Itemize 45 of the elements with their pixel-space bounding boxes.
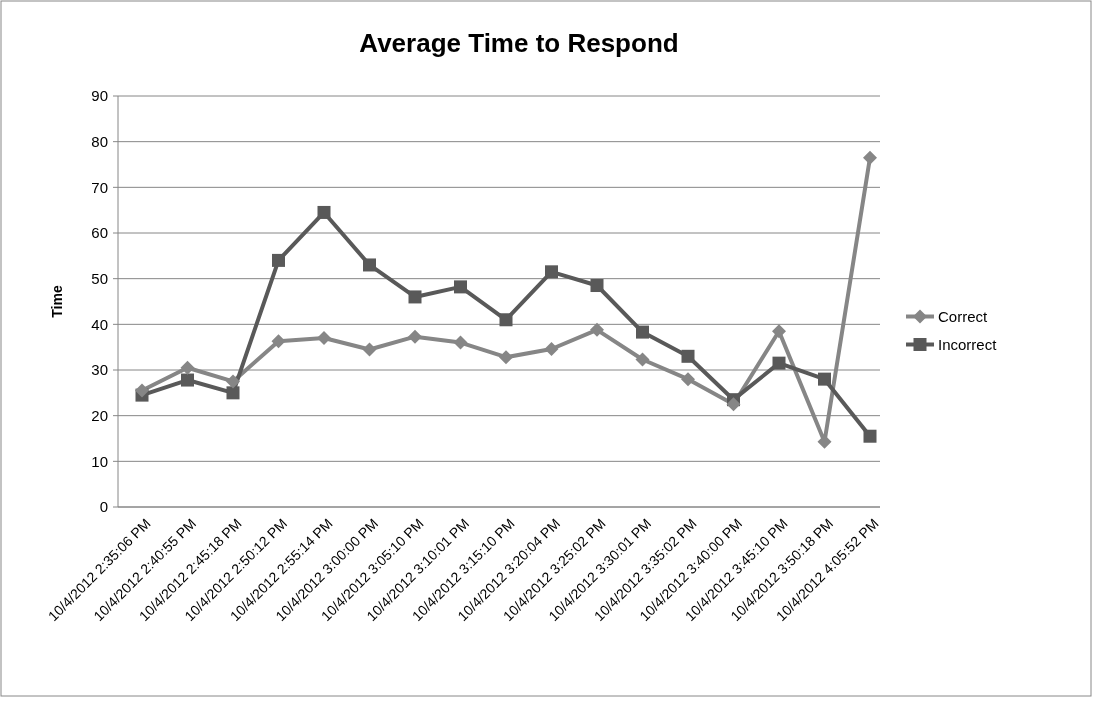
point bbox=[408, 329, 422, 344]
point bbox=[863, 429, 877, 443]
point bbox=[181, 373, 194, 387]
legend-label: Incorrect bbox=[938, 335, 998, 353]
point bbox=[454, 280, 467, 294]
point bbox=[544, 341, 559, 356]
point bbox=[135, 383, 149, 398]
point bbox=[681, 349, 695, 363]
point bbox=[180, 360, 195, 375]
y-tick-label: 30 bbox=[91, 361, 108, 379]
point bbox=[272, 253, 285, 267]
point bbox=[818, 372, 831, 386]
y-tick-label: 50 bbox=[91, 269, 108, 287]
y-tick-label: 40 bbox=[91, 315, 108, 333]
point bbox=[362, 342, 377, 357]
y-tick-label: 70 bbox=[91, 178, 108, 196]
point bbox=[772, 356, 786, 370]
chart-title: Average Time to Respond bbox=[359, 28, 679, 58]
point bbox=[772, 324, 786, 339]
y-tick-label: 20 bbox=[91, 406, 108, 424]
point bbox=[726, 397, 741, 412]
point bbox=[590, 279, 604, 293]
point bbox=[590, 322, 604, 337]
point bbox=[499, 313, 513, 327]
y-tick-label: 0 bbox=[99, 498, 108, 516]
point bbox=[681, 372, 695, 387]
point bbox=[499, 350, 513, 365]
point bbox=[545, 265, 558, 279]
legend-label: Correct bbox=[938, 307, 989, 325]
point bbox=[317, 331, 331, 346]
point bbox=[271, 334, 286, 349]
y-tick-label: 90 bbox=[91, 87, 108, 105]
y-tick-label: 10 bbox=[91, 452, 108, 470]
y-tick-label: 60 bbox=[91, 224, 108, 242]
point bbox=[408, 290, 422, 304]
point bbox=[317, 205, 331, 219]
point bbox=[863, 150, 877, 165]
point bbox=[635, 352, 650, 367]
point bbox=[226, 386, 240, 400]
point bbox=[363, 258, 376, 272]
point bbox=[226, 374, 240, 389]
point bbox=[636, 325, 649, 339]
point bbox=[453, 335, 468, 350]
y-tick-label: 80 bbox=[91, 132, 108, 150]
y-axis-title: Time bbox=[49, 285, 65, 318]
